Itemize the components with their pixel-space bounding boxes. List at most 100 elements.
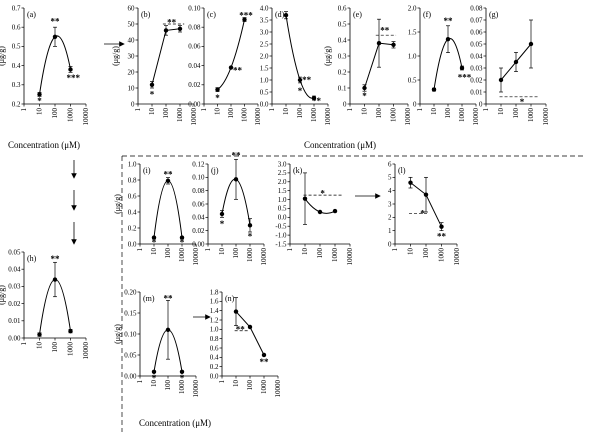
data-point — [431, 87, 437, 92]
x-tick-label: 10 — [301, 248, 309, 256]
data-point — [179, 235, 185, 240]
y-tick-label: 5 — [388, 174, 392, 182]
x-tick-label: 100 — [164, 380, 172, 391]
x-tick-label: 10000 — [346, 248, 354, 266]
x-tick-label: 1000 — [178, 248, 186, 263]
panel-tag: (k) — [293, 166, 303, 175]
y-tick-label: 50 — [128, 20, 136, 28]
y-tick-label: 0 — [479, 100, 483, 108]
y-tick-label: 0.6 — [210, 344, 219, 352]
significance-mark: * — [298, 86, 303, 96]
data-point — [179, 369, 185, 374]
significance-mark: ** — [232, 150, 242, 160]
data-point — [423, 192, 429, 197]
y-tick-label: 2.0 — [408, 4, 417, 12]
x-tick-label: 1000 — [176, 108, 184, 123]
chart-panel-k: -1.5-1.0-0.50.00.51.01.52.02.53.0 1 10 100 1… — [275, 160, 354, 265]
data-point — [247, 223, 253, 228]
chart-panel-e: 0 0.1 0.2 0.3 0.4 0.5 0.6 1 10 100 1000 10000 (e) (μg… — [323, 4, 412, 125]
y-tick-label: 4 — [388, 187, 392, 195]
x-tick-label: 1000 — [260, 380, 268, 395]
y-tick-label: 1.4 — [210, 307, 219, 315]
y-tick-label: 0 — [131, 100, 135, 108]
y-tick-label: 0.0 — [128, 240, 137, 248]
panel-tag: (a) — [27, 10, 36, 19]
data-point — [459, 65, 465, 71]
y-tick-label: 0.5 — [278, 205, 287, 213]
x-tick-label: 1000 — [527, 108, 535, 123]
y-tick-label: 0.10 — [124, 330, 137, 338]
panel-tag: (d) — [275, 10, 285, 19]
y-tick-label: 0.20 — [124, 288, 137, 296]
x-tick-label: 10 — [214, 108, 222, 116]
y-tick-label: 1.0 — [260, 76, 269, 84]
x-tick-label: 1000 — [67, 342, 75, 357]
x-tick-label: 100 — [164, 248, 172, 259]
panel-tag: (i) — [143, 166, 151, 175]
y-tick-label: 0 — [388, 240, 392, 248]
significance-mark: ** — [233, 65, 243, 75]
series-line — [153, 180, 183, 238]
x-tick-label: 100 — [296, 108, 304, 119]
y-tick-label: 0.00 — [192, 240, 205, 248]
data-point — [332, 208, 338, 214]
x-tick-label: 1000 — [67, 108, 75, 123]
y-tick-label: 0.6 — [12, 24, 21, 32]
y-tick-label: 6 — [388, 160, 392, 168]
x-tick-label: 1 — [391, 248, 399, 252]
y-tick-label: 3 — [388, 200, 392, 208]
y-tick-label: 0.5 — [338, 20, 347, 28]
y-tick-label: 0.05 — [470, 40, 483, 48]
x-tick-label: 10000 — [542, 108, 550, 126]
y-tick-label: 0.05 — [124, 351, 137, 359]
y-axis-title: (μg/g) — [111, 46, 120, 66]
x-tick-label: 1 — [218, 380, 226, 384]
x-tick-label: 10 — [232, 380, 240, 388]
y-tick-label: 0.03 — [470, 64, 483, 72]
x-tick-label: 1 — [482, 108, 490, 112]
y-tick-label: 0.4 — [338, 36, 347, 44]
x-tick-label: 1000 — [310, 108, 318, 123]
x-tick-label: 10000 — [254, 108, 262, 126]
x-tick-label: 100 — [246, 380, 254, 391]
data-point — [52, 277, 58, 282]
y-tick-label: 10 — [128, 84, 136, 92]
x-tick-label: 10 — [218, 248, 226, 256]
x-tick-label: 10 — [150, 380, 158, 388]
significance-mark: * — [180, 373, 185, 383]
series-line — [151, 28, 181, 85]
significance-mark: ** — [312, 96, 322, 106]
y-tick-label: 0.0 — [210, 372, 219, 380]
y-axis-title: (μg/g) — [0, 285, 6, 305]
y-tick-label: 30 — [128, 52, 136, 60]
chart-panel-n: 0.00.20.4 0.60.81.0 1.21.41.6 1.8 1 10 100 1000… — [210, 288, 282, 397]
y-tick-label: 0.8 — [210, 335, 219, 343]
panel-tag: (l) — [398, 166, 406, 175]
x-tick-label: 10000 — [192, 248, 200, 266]
panel-tag: (h) — [27, 254, 37, 263]
y-tick-label: 0.7 — [12, 4, 21, 12]
data-point — [68, 67, 73, 72]
x-tick-label: 10 — [282, 108, 290, 116]
data-point — [219, 211, 225, 217]
significance-mark: * — [215, 93, 220, 103]
y-tick-label: 2 — [388, 214, 392, 222]
x-tick-label: 1000 — [438, 248, 446, 263]
significance-mark: * — [150, 89, 155, 99]
x-tick-label: 10 — [36, 342, 44, 350]
x-tick-label: 1 — [136, 380, 144, 384]
y-tick-label: 0.2 — [210, 363, 219, 371]
x-tick-label: 100 — [512, 108, 520, 119]
x-tick-label: 10 — [148, 108, 156, 116]
x-tick-label: 100 — [51, 342, 59, 353]
chart-panel-m: 0.00 0.05 0.10 0.15 0.20 1 10 100 1000 10000 (m) (μ… — [113, 288, 200, 397]
chart-panel-g: 0 0.01 0.02 0.03 0.04 0.05 0.06 0.07 0.08 1 10 100 1… — [470, 4, 550, 125]
y-tick-label: 0.00 — [124, 372, 137, 380]
series-line — [217, 19, 245, 91]
data-point — [498, 77, 504, 83]
data-point — [149, 82, 155, 88]
data-point — [37, 92, 42, 97]
